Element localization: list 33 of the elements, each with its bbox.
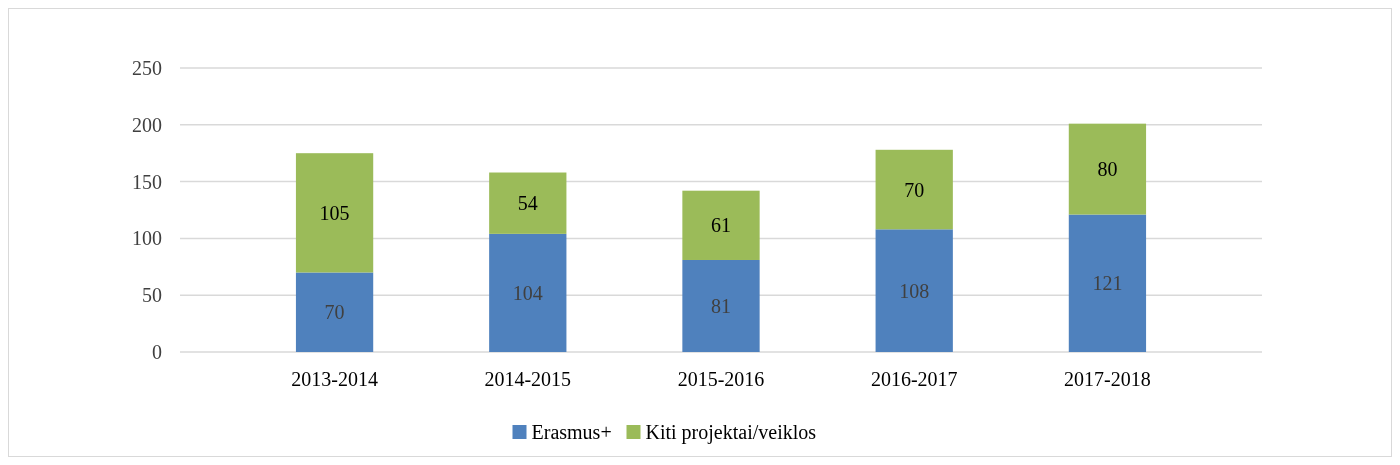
y-tick-label: 0 xyxy=(152,341,162,363)
y-tick-label: 150 xyxy=(132,170,162,193)
bar xyxy=(1068,214,1147,352)
legend-label: Erasmus+ xyxy=(531,421,612,443)
data-label: 121 xyxy=(1092,272,1123,295)
data-label: 61 xyxy=(711,214,731,237)
bar xyxy=(489,233,567,352)
legend-label: Kiti projektai/veiklos xyxy=(645,421,817,444)
x-tick-label: 2016-2017 xyxy=(870,368,958,390)
bar xyxy=(295,153,374,273)
data-label: 70 xyxy=(904,178,925,201)
data-label: 70 xyxy=(324,301,345,324)
bar xyxy=(682,190,760,260)
bar xyxy=(682,259,760,352)
x-tick-label: 2015-2016 xyxy=(677,368,765,390)
bar xyxy=(875,149,953,230)
bar xyxy=(1068,123,1147,215)
bar xyxy=(875,229,953,352)
y-tick-label: 250 xyxy=(132,57,162,79)
y-tick-label: 50 xyxy=(142,284,162,307)
bar xyxy=(295,272,374,352)
y-tick-label: 200 xyxy=(132,113,162,136)
data-label: 80 xyxy=(1097,158,1118,181)
data-label: 81 xyxy=(711,294,731,317)
y-tick-label: 100 xyxy=(132,227,162,250)
data-label: 108 xyxy=(899,279,930,302)
x-tick-label: 2014-2015 xyxy=(484,368,572,390)
data-label: 105 xyxy=(319,201,350,224)
x-tick-label: 2013-2014 xyxy=(291,368,378,390)
bar xyxy=(489,172,567,234)
x-tick-label: 2017-2018 xyxy=(1064,368,1151,390)
data-label: 54 xyxy=(517,192,538,215)
data-label: 104 xyxy=(512,281,543,304)
